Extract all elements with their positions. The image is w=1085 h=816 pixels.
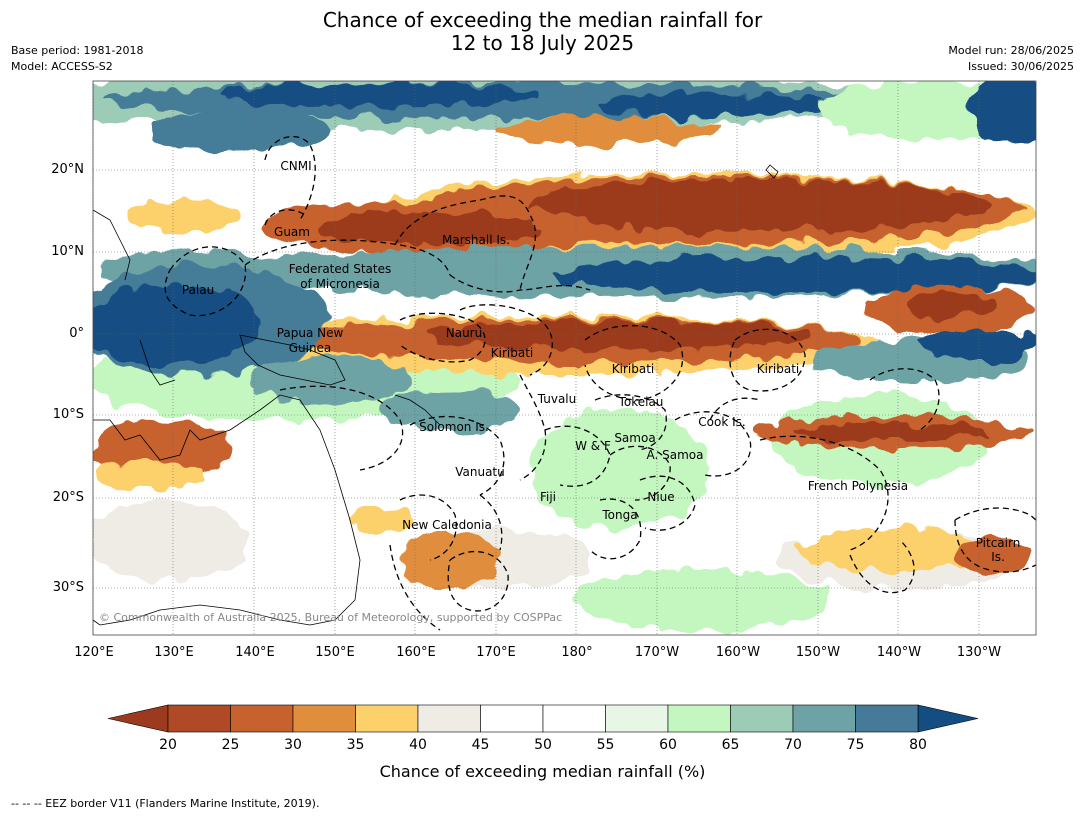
label-png-line1: Papua New	[277, 326, 344, 340]
lon-tick-160e: 160°E	[396, 645, 436, 660]
label-pitcairn-line2: Is.	[991, 550, 1005, 564]
issued-date: Issued: 30/06/2025	[967, 60, 1074, 73]
colorbar-cell	[480, 704, 544, 733]
map-border	[92, 80, 1037, 636]
label-fsm-line1: Federated States	[289, 262, 391, 276]
colorbar-low-arrow	[107, 704, 169, 733]
eez-borders	[164, 136, 1037, 631]
colorbar-cell	[792, 704, 856, 733]
lon-tick-160w: 160°W	[715, 645, 761, 660]
label-fsm-line2: of Micronesia	[300, 277, 380, 291]
lon-tick-140w: 140°W	[876, 645, 922, 660]
region-labels: CNMI Guam Marshall Is. Federated States …	[182, 159, 1020, 564]
colorbar-tick: 75	[846, 737, 865, 753]
colorbar-cell	[355, 704, 419, 733]
label-fiji: Fiji	[540, 490, 556, 504]
label-vanuatu: Vanuatu	[455, 465, 505, 479]
label-palau: Palau	[182, 283, 214, 297]
colorbar-tick: 20	[159, 737, 177, 753]
label-png-line2: Guinea	[289, 341, 332, 355]
lat-tick-10n: 10°N	[51, 244, 84, 259]
colorbar-tick: 70	[784, 737, 802, 753]
label-tonga: Tonga	[601, 508, 637, 522]
colorbar-cell	[230, 704, 294, 733]
label-tokelau: Tokelau	[618, 395, 664, 409]
colorbar-tick: 50	[534, 737, 552, 753]
map-title-line1: Chance of exceeding the median rainfall …	[322, 8, 763, 32]
colorbar-cell	[167, 704, 231, 733]
lat-tick-30s: 30°S	[52, 580, 84, 595]
label-samoa: Samoa	[614, 431, 655, 445]
model-name: Model: ACCESS-S2	[11, 60, 113, 73]
colorbar-tick: 60	[659, 737, 677, 753]
lon-tick-170w: 170°W	[634, 645, 680, 660]
label-wallis-futuna: W & F	[575, 439, 611, 453]
colorbar-cell	[542, 704, 606, 733]
colorbar-tick: 80	[909, 737, 927, 753]
colorbar-tick: 35	[346, 737, 365, 753]
label-tuvalu: Tuvalu	[537, 392, 577, 406]
lon-tick-170e: 170°E	[476, 645, 516, 660]
lon-tick-140e: 140°E	[235, 645, 275, 660]
colorbar-cell	[417, 704, 481, 733]
colorbar-tick: 65	[721, 737, 740, 753]
label-pitcairn-line1: Pitcairn	[976, 536, 1021, 550]
label-kiribati-east: Kiribati	[757, 362, 799, 376]
label-kiribati-central: Kiribati	[612, 362, 654, 376]
colorbar-cell	[855, 704, 919, 733]
colorbar-tick: 55	[596, 737, 615, 753]
colorbar-label: Chance of exceeding median rainfall (%)	[379, 762, 706, 781]
label-cook-is: Cook Is.	[698, 415, 745, 429]
colorbar	[107, 704, 979, 733]
lat-tick-0: 0°	[69, 326, 84, 341]
lon-tick-150e: 150°E	[315, 645, 355, 660]
lon-tick-130w: 130°W	[956, 645, 1002, 660]
label-niue: Niue	[647, 490, 674, 504]
label-solomon-is: Solomon Is.	[419, 420, 489, 434]
lon-tick-180: 180°	[561, 645, 593, 660]
map-title-line2: 12 to 18 July 2025	[450, 31, 635, 55]
label-american-samoa: A. Samoa	[647, 448, 704, 462]
label-french-polynesia: French Polynesia	[808, 479, 908, 493]
model-run: Model run: 28/06/2025	[948, 44, 1074, 57]
colorbar-tick: 25	[221, 737, 240, 753]
colorbar-tick: 30	[284, 737, 302, 753]
colorbar-cells	[167, 704, 919, 733]
colorbar-cell	[667, 704, 731, 733]
label-nauru: Nauru	[446, 326, 482, 340]
label-cnmi: CNMI	[280, 159, 311, 173]
lon-tick-120e: 120°E	[74, 645, 114, 660]
lon-tick-130e: 130°E	[154, 645, 194, 660]
lat-tick-20s: 20°S	[52, 490, 84, 505]
colorbar-high-arrow	[917, 704, 979, 733]
label-guam: Guam	[274, 225, 310, 239]
eez-legend: -- -- -- EEZ border V11 (Flanders Marine…	[11, 797, 320, 810]
lat-tick-20n: 20°N	[51, 162, 84, 177]
colorbar-tick: 40	[409, 737, 427, 753]
label-new-caledonia: New Caledonia	[402, 518, 492, 532]
colorbar-cell	[730, 704, 794, 733]
base-period: Base period: 1981-2018	[11, 44, 144, 57]
lat-tick-10s: 10°S	[52, 407, 84, 422]
copyright-notice: © Commonwealth of Australia 2025, Bureau…	[99, 611, 562, 624]
probability-field	[93, 81, 1036, 635]
label-kiribati-west: Kiribati	[491, 346, 533, 360]
colorbar-cell	[292, 704, 356, 733]
label-marshall-is: Marshall Is.	[442, 233, 510, 247]
colorbar-tick: 45	[471, 737, 490, 753]
lon-tick-150w: 150°W	[795, 645, 841, 660]
colorbar-cell	[605, 704, 669, 733]
rainfall-map: CNMI Guam Marshall Is. Federated States …	[92, 80, 1037, 636]
